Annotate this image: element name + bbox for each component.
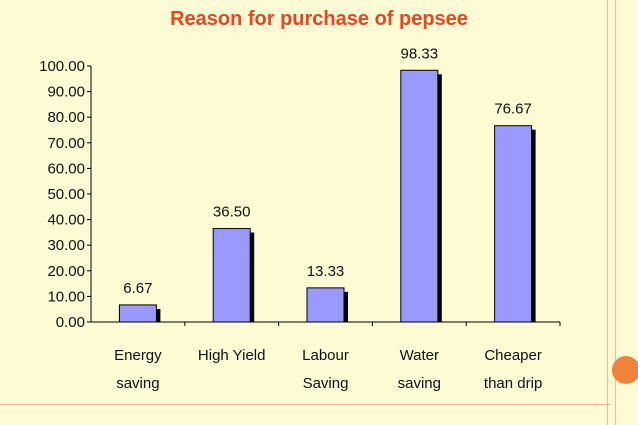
data-label: 6.67 (123, 280, 152, 297)
y-tick-label: 40.00 (47, 212, 85, 229)
bar (212, 228, 251, 323)
bar (306, 287, 345, 323)
y-tick-label: 100.00 (39, 58, 85, 75)
y-tick-label: 30.00 (47, 237, 85, 254)
data-label: 76.67 (494, 101, 532, 118)
y-tick-label: 60.00 (47, 160, 85, 177)
chart-title: Reason for purchase of pepsee (170, 8, 468, 30)
bar (494, 125, 533, 323)
y-tick-label: 70.00 (47, 135, 85, 152)
border-line-right-outer (615, 0, 616, 425)
data-label: 36.50 (213, 204, 251, 221)
category-label: Water (400, 347, 439, 364)
category-label: than drip (484, 375, 542, 392)
data-label: 13.33 (307, 263, 345, 280)
decorative-circle (612, 356, 638, 384)
category-label: saving (398, 375, 441, 392)
bar (400, 69, 439, 323)
border-line-right (607, 0, 608, 425)
category-label: Labour (302, 347, 349, 364)
y-tick-label: 80.00 (47, 109, 85, 126)
y-tick-label: 10.00 (47, 288, 85, 305)
y-tick-label: 90.00 (47, 84, 85, 101)
category-label: High Yield (198, 347, 266, 364)
category-label: Energy (114, 347, 162, 364)
bar (118, 304, 157, 323)
category-label: saving (116, 375, 159, 392)
y-tick-label: 50.00 (47, 186, 85, 203)
category-label: Cheaper (484, 347, 542, 364)
border-line-bottom (0, 404, 610, 405)
data-label: 98.33 (401, 45, 439, 62)
y-tick-label: 20.00 (47, 263, 85, 280)
category-label: Saving (303, 375, 349, 392)
y-tick-label: 0.00 (56, 314, 85, 331)
